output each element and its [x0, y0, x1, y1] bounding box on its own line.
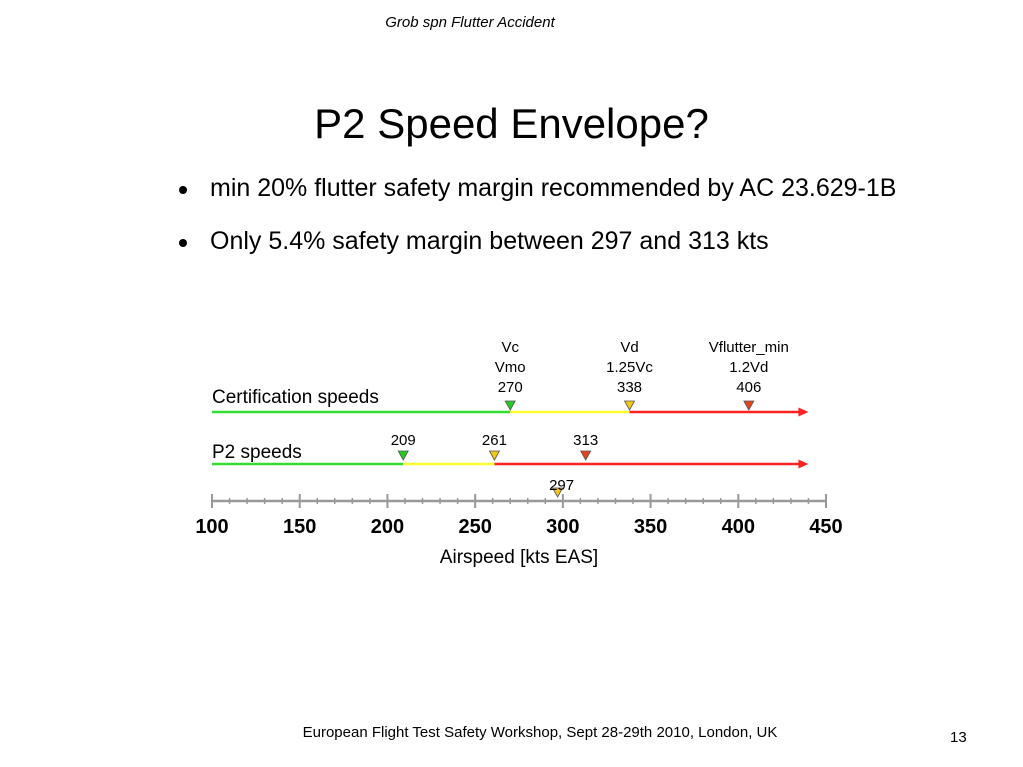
tick-label: 400: [722, 516, 755, 538]
marker-label: 338: [617, 379, 642, 396]
bullet-text: min 20% flutter safety margin recommende…: [210, 174, 897, 202]
x-axis-label: Airspeed [kts EAS]: [440, 547, 598, 568]
marker-label: Vflutter_min: [709, 339, 789, 356]
marker-label: 270: [498, 379, 523, 396]
tick-label: 150: [283, 516, 316, 538]
marker-label: Vd: [620, 339, 638, 356]
tick-label: 350: [634, 516, 667, 538]
series-label: Certification speeds: [212, 387, 379, 408]
marker-label: Vc: [501, 339, 519, 356]
arrow-head-icon: [798, 407, 809, 417]
slide-footer: European Flight Test Safety Workshop, Se…: [302, 724, 778, 741]
arrow-head-icon: [798, 459, 809, 469]
bullet-list: min 20% flutter safety margin recommende…: [176, 172, 936, 278]
marker-triangle-icon: [551, 487, 564, 498]
bullet-text: Only 5.4% safety margin between 297 and …: [210, 227, 769, 255]
marker-triangle-icon: [743, 400, 755, 411]
marker-label: 297: [549, 477, 574, 494]
marker-triangle-icon: [504, 400, 516, 411]
page-number: 13: [950, 729, 967, 746]
tick-label: 300: [546, 516, 579, 538]
marker-label: 313: [573, 432, 598, 449]
tick-label: 200: [371, 516, 404, 538]
slide-title: P2 Speed Envelope?: [314, 100, 709, 147]
tick-label: 250: [458, 516, 491, 538]
marker-label: 261: [482, 432, 507, 449]
marker-label: Vmo: [495, 359, 526, 376]
marker-label: 406: [736, 379, 761, 396]
tick-label: 450: [809, 516, 842, 538]
bullet-dot-icon: [179, 239, 187, 247]
bullet-dot-icon: [179, 186, 187, 194]
marker-triangle-icon: [488, 450, 501, 461]
bullet-item: Only 5.4% safety margin between 297 and …: [176, 225, 936, 258]
marker-label: 1.25Vc: [606, 359, 653, 376]
marker-label: 209: [391, 432, 416, 449]
marker-triangle-icon: [623, 400, 636, 411]
bullet-item: min 20% flutter safety margin recommende…: [176, 172, 936, 205]
marker-triangle-icon: [579, 450, 592, 461]
tick-label: 100: [195, 516, 228, 538]
marker-label: 1.2Vd: [729, 359, 768, 376]
speed-envelope-chart: Certification speeds Vc Vmo 270 Vd 1.25Vc 338 V…: [195, 339, 842, 568]
series-label: P2 speeds: [212, 442, 302, 463]
marker-triangle-icon: [397, 450, 409, 461]
slide-header: Grob spn Flutter Accident: [385, 14, 555, 31]
